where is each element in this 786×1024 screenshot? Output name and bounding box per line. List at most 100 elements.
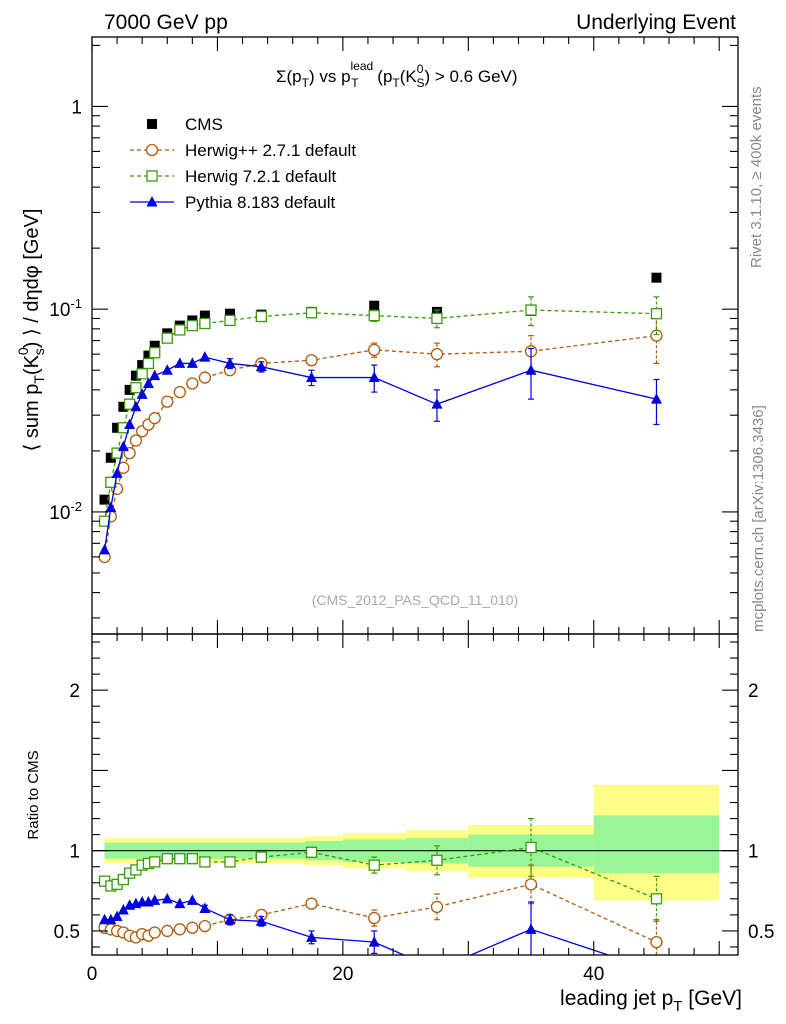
main-y-tick-label-0.1: 10-1 — [49, 296, 82, 321]
main-cms-point-7 — [143, 350, 154, 361]
ratio-herwig-2-7-1-default-point-16 — [368, 911, 381, 925]
main-pythia-8-183-default-point-15 — [306, 371, 318, 383]
ratio-herwig-7-2-1-default-point-10 — [174, 853, 186, 865]
main-cms-point-12 — [199, 310, 210, 321]
main-cms-point-2 — [112, 422, 123, 433]
ratio-herwig-2-7-1-default-point-12 — [198, 919, 212, 933]
main-pythia-8-183-default-point-14 — [255, 360, 267, 372]
main-herwig-7-2-1-default-line — [103, 309, 657, 522]
main-herwig-7-2-1-default-point-5 — [130, 382, 142, 394]
main-herwig-7-2-1-default-point-12 — [199, 317, 211, 330]
main-herwig-2-7-1-default-line — [103, 335, 657, 558]
legend-label-herwig-2-7-1-default: Herwig++ 2.7.1 default — [185, 141, 356, 160]
ratio-pythia-8-183-default-point-16 — [368, 936, 380, 947]
x-tick-label-20: 20 — [332, 964, 353, 985]
main-y-axis-label: ⟨ sum pT(K0s) ⟩ / dηdφ [GeV] — [15, 209, 47, 452]
ratio-herwig-7-2-1-default-point-16 — [368, 859, 380, 871]
ratio-herwig-7-2-1-default-point-13 — [224, 856, 236, 868]
ratio-y-tick-label-right-2: 2 — [748, 681, 759, 702]
main-herwig-7-2-1-default-point-7 — [142, 357, 155, 370]
ratio-herwig-2-7-1-default-point-8 — [148, 926, 161, 939]
ratio-y-axis-label: Ratio to CMS — [25, 750, 42, 839]
legend-marker-pythia-8-183-default — [146, 196, 158, 207]
main-pythia-8-183-default-point-5 — [130, 400, 142, 412]
ratio-herwig-2-7-1-default-line — [104, 883, 657, 943]
legend-marker-herwig-2-7-1-default — [145, 143, 159, 157]
x-axis-label: leading jet pT [GeV] — [560, 987, 742, 1015]
main-herwig-7-2-1-default-point-16 — [368, 309, 380, 322]
ratio-herwig-2-7-1-default-point-19 — [650, 936, 663, 949]
main-cms-point-8 — [149, 340, 160, 351]
main-cms-point-6 — [137, 360, 148, 371]
main-herwig-7-2-1-default-point-10 — [174, 324, 186, 336]
ratio-pythia-8-183-default-point-1 — [105, 913, 117, 925]
ratio-uncertainty-bands — [104, 784, 720, 901]
legend-label-cms: CMS — [185, 115, 223, 134]
ratio-y-tick-label-left-1: 1 — [69, 842, 80, 863]
ratio-pythia-8-183-default-point-2 — [111, 910, 123, 921]
legend-marker-herwig-7-2-1-default — [146, 170, 158, 182]
main-pythia-8-183-default-point-16 — [368, 371, 380, 383]
main-cms-point-16 — [369, 300, 380, 311]
main-cms-point-1 — [105, 452, 116, 463]
main-herwig-7-2-1-default-point-18 — [525, 304, 537, 316]
main-herwig-7-2-1-default-point-11 — [186, 319, 198, 332]
main-herwig-7-2-1-default-point-19 — [650, 308, 663, 320]
mcplots-label: mcplots.cern.ch [arXiv:1306.3436] — [750, 405, 767, 632]
ratio-herwig-7-2-1-default-point-11 — [186, 853, 198, 865]
ratio-herwig-7-2-1-default-point-18 — [525, 841, 537, 854]
ratio-pythia-8-183-default-point-15 — [306, 931, 318, 942]
main-pythia-8-183-default-point-18 — [525, 364, 537, 375]
ratio-herwig-7-2-1-default-point-3 — [117, 873, 130, 886]
ratio-herwig-7-2-1-default-point-15 — [305, 846, 318, 858]
ratio-herwig-2-7-1-default-point-10 — [173, 923, 186, 936]
main-cms-point-4 — [124, 384, 135, 395]
legend: CMS Herwig++ 2.7.1 default Herwig 7.2.1 de… — [130, 115, 356, 212]
main-pythia-8-183-default-point-17 — [431, 398, 443, 409]
main-herwig-2-7-1-default-point-16 — [368, 343, 381, 357]
green-band-5 — [593, 815, 720, 874]
main-pythia-8-183-default-point-19 — [650, 393, 662, 404]
main-y-tick-label-1: 1 — [71, 97, 82, 118]
main-pythia-8-183-default-point-13 — [224, 357, 236, 368]
main-pythia-8-183-default-point-3 — [117, 440, 129, 452]
main-cms-point-19 — [651, 272, 662, 283]
main-pythia-8-183-default-point-10 — [174, 357, 186, 368]
main-herwig-7-2-1-default-point-9 — [161, 332, 173, 344]
main-pythia-8-183-default-point-7 — [142, 377, 154, 388]
main-title: Σ(pT) vs plead T (pT(K0 S) > 0.6 GeV) — [276, 59, 518, 90]
main-pythia-8-183-default-point-0 — [99, 543, 111, 555]
ratio-y-tick-label-left-2: 2 — [69, 681, 80, 702]
main-herwig-7-2-1-default-point-6 — [136, 368, 148, 380]
legend-label-pythia-8-183-default: Pythia 8.183 default — [185, 193, 336, 212]
ratio-pythia-8-183-default-point-14 — [255, 915, 267, 926]
main-herwig-2-7-1-default-point-8 — [148, 412, 161, 425]
ratio-pythia-8-183-default-point-8 — [149, 894, 161, 905]
ratio-pythia-8-183-default-point-18 — [525, 923, 537, 934]
ratio-pythia-8-183-default-point-11 — [186, 894, 198, 905]
energy-label: 7000 GeV pp — [104, 11, 228, 34]
main-pythia-8-183-default-point-8 — [149, 369, 161, 381]
legend-label-herwig-7-2-1-default: Herwig 7.2.1 default — [185, 167, 336, 186]
main-herwig-7-2-1-default-point-8 — [149, 347, 161, 359]
main-pythia-8-183-default-point-2 — [111, 467, 123, 478]
legend-marker-cms — [147, 119, 157, 129]
ratio-pythia-8-183-default-point-13 — [224, 913, 236, 925]
ratio-panel-frame — [91, 633, 739, 956]
main-pythia-8-183-default-point-9 — [161, 364, 173, 375]
main-herwig-2-7-1-default-point-5 — [129, 434, 143, 447]
main-herwig-2-7-1-default-point-15 — [305, 354, 318, 367]
main-pythia-8-183-default-point-1 — [105, 501, 117, 513]
ratio-pythia-8-183-default-point-12 — [199, 902, 211, 913]
main-herwig-2-7-1-default-point-10 — [173, 385, 186, 399]
main-cms-point-5 — [130, 370, 141, 381]
ratio-pythia-8-183-default-point-9 — [161, 892, 173, 904]
ratio-pythia-8-183-default-point-3 — [117, 904, 129, 915]
main-herwig-7-2-1-default-point-14 — [255, 310, 267, 323]
axis-ticks: 0 20 40 10-2 10-1 1 0.5 0.5 1 1 2 2 — [49, 37, 774, 985]
ratio-herwig-2-7-1-default-point-15 — [305, 897, 318, 910]
ratio-herwig-7-2-1-default-point-12 — [199, 856, 211, 868]
ratio-herwig-7-2-1-default-point-19 — [650, 893, 663, 905]
main-herwig-7-2-1-default-point-13 — [224, 314, 236, 327]
